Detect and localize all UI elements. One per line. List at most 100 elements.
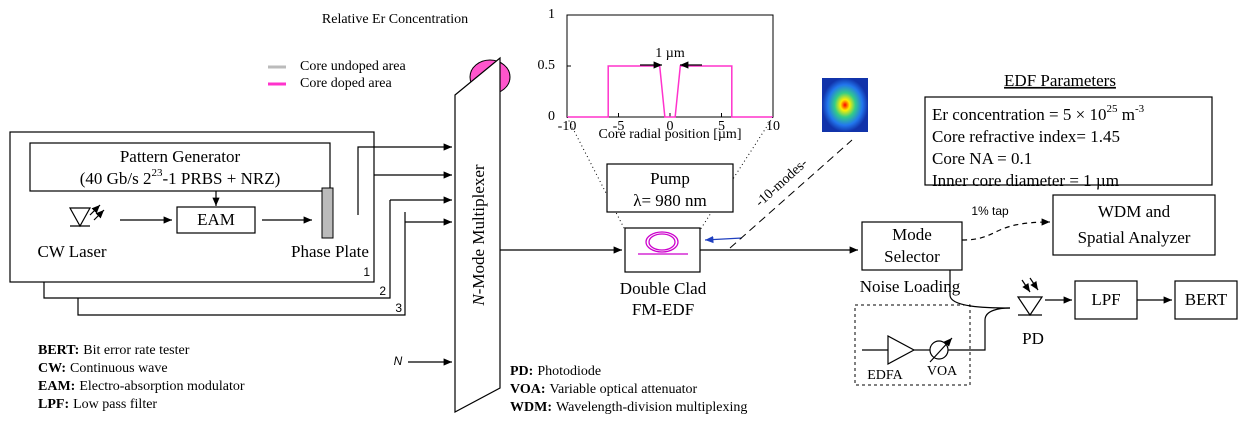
x-axis-label: Core radial position [µm]: [599, 127, 742, 142]
inset-chart: -10 -5 0 5 10 0 0.5 1: [538, 7, 781, 134]
pd-label: PD: [1022, 329, 1044, 348]
legend-label: Core doped area: [300, 76, 393, 91]
x-tick-label: -5: [613, 119, 625, 134]
glossary-entry: EAM: Electro-absorption modulator: [38, 379, 245, 394]
fiber-coil: [638, 231, 688, 255]
channel-number: 2: [379, 284, 386, 298]
glossary-term: PD:: [510, 364, 533, 379]
legend-label: Core undoped area: [300, 59, 407, 74]
bert-box: [1174, 280, 1238, 320]
link: [970, 307, 1011, 351]
glossary-definition: Variable optical attenuator: [550, 382, 698, 397]
analyzer-label: WDM and: [1098, 202, 1171, 221]
glossary-term: WDM:: [510, 400, 552, 415]
edfa-label: EDFA: [867, 368, 903, 383]
voa-arrow: [929, 337, 953, 363]
pattern-generator: Pattern Generator: [120, 147, 241, 166]
edf-label: FM-EDF: [632, 300, 694, 319]
pattern-spec: (40 Gb/s 223-1 PRBS + NRZ): [80, 167, 281, 188]
lpf-box: [1074, 280, 1138, 320]
legend: Core undoped area Core doped area: [268, 59, 407, 91]
noise-loading-box: [854, 304, 971, 386]
analyzer-label: Spatial Analyzer: [1078, 228, 1191, 247]
glossary-entry: CW: Continuous wave: [38, 361, 168, 376]
lpf-label: LPF: [1091, 290, 1120, 309]
text: -1 PRBS + NRZ): [163, 169, 281, 188]
plot-frame: [566, 14, 774, 118]
glossary-term: EAM:: [38, 379, 75, 394]
glossary-entry: BERT: Bit error rate tester: [38, 343, 190, 358]
pump-label: Pump: [650, 169, 690, 188]
voa-label: VOA: [927, 364, 958, 379]
eam-box: [176, 206, 256, 234]
superscript: 23: [152, 167, 164, 179]
mode-selector-label: Mode: [892, 225, 932, 244]
pump-wavelength: λ= 980 nm: [633, 191, 707, 210]
multiplexer-label: N-Mode Multiplexer: [469, 164, 488, 307]
profile-line: [567, 65, 773, 118]
arrow: [357, 143, 452, 215]
glossary-entry: LPF: Low pass filter: [38, 397, 157, 412]
glossary-definition: Bit error rate tester: [83, 343, 189, 358]
tap-label: 1% tap: [971, 204, 1009, 218]
mode-selector-box: [861, 221, 963, 271]
text: -Mode Multiplexer: [469, 164, 488, 294]
noise-loading-label: Noise Loading: [860, 277, 961, 296]
edf-label: Double Clad: [620, 279, 707, 298]
edf-params-box: [924, 96, 1213, 186]
laser-icon: [68, 204, 105, 228]
glossary-entry: PD: Photodiode: [510, 364, 601, 379]
photodiode-icon: [1016, 277, 1044, 317]
laser-label: CW Laser: [37, 242, 106, 261]
phase-plate: [321, 187, 334, 239]
channel-number: 3: [395, 301, 402, 315]
channel-number: N: [394, 354, 403, 368]
x-tick-label: 5: [718, 119, 725, 134]
bert-label: BERT: [1185, 290, 1228, 309]
x-tick-label: 10: [766, 119, 780, 134]
annotation: 1 µm: [655, 46, 685, 61]
pattern-generator-box: [29, 142, 331, 192]
voa-icon: [929, 340, 949, 360]
multiplexer: [454, 56, 501, 413]
inset-title: Relative Er Concentration: [322, 12, 468, 27]
y-tick-label: 1: [548, 7, 555, 22]
y-tick-label: 0: [548, 109, 555, 124]
dashed-link: [729, 139, 853, 249]
eam-label: EAM: [197, 210, 235, 229]
glossary-term: CW:: [38, 361, 66, 376]
phase-plate-label: Phase Plate: [291, 242, 369, 261]
param-line: Inner core diameter = 1 µm: [932, 171, 1119, 190]
y-tick-label: 0.5: [538, 58, 556, 73]
glossary-term: BERT:: [38, 343, 79, 358]
glossary-term: LPF:: [38, 397, 69, 412]
text: Er concentration = 5 × 10: [932, 105, 1106, 124]
channel-box-3: [77, 212, 406, 316]
glossary-entry: VOA: Variable optical attenuator: [510, 382, 698, 397]
edf-params-title: EDF Parameters: [1004, 71, 1116, 90]
tap-link: [961, 218, 1051, 241]
x-tick-label: -10: [558, 119, 577, 134]
glossary-definition: Low pass filter: [73, 397, 157, 412]
superscript: 25: [1106, 103, 1118, 115]
edfa-icon: [887, 334, 916, 366]
x-tick-label: 0: [667, 119, 674, 134]
glossary-definition: Continuous wave: [70, 361, 168, 376]
glossary-definition: Wavelength-division multiplexing: [556, 400, 747, 415]
mode-profile-image: [822, 78, 868, 132]
glossary-definition: Photodiode: [537, 364, 601, 379]
pump-box: [606, 163, 734, 213]
param-line: Er concentration = 5 × 1025 m-3: [932, 103, 1145, 124]
text: m: [1117, 105, 1134, 124]
text: N: [469, 293, 488, 307]
param-line: Core refractive index= 1.45: [932, 127, 1120, 146]
channel-box-2: [43, 200, 391, 299]
glossary-term: VOA:: [510, 382, 546, 397]
glossary-definition: Electro-absorption modulator: [79, 379, 245, 394]
analyzer-box: [1052, 194, 1216, 256]
glossary-entry: WDM: Wavelength-division multiplexing: [510, 400, 747, 415]
param-line: Core NA = 0.1: [932, 149, 1032, 168]
mode-selector-label: Selector: [884, 247, 940, 266]
channel-number: 1: [363, 265, 370, 279]
